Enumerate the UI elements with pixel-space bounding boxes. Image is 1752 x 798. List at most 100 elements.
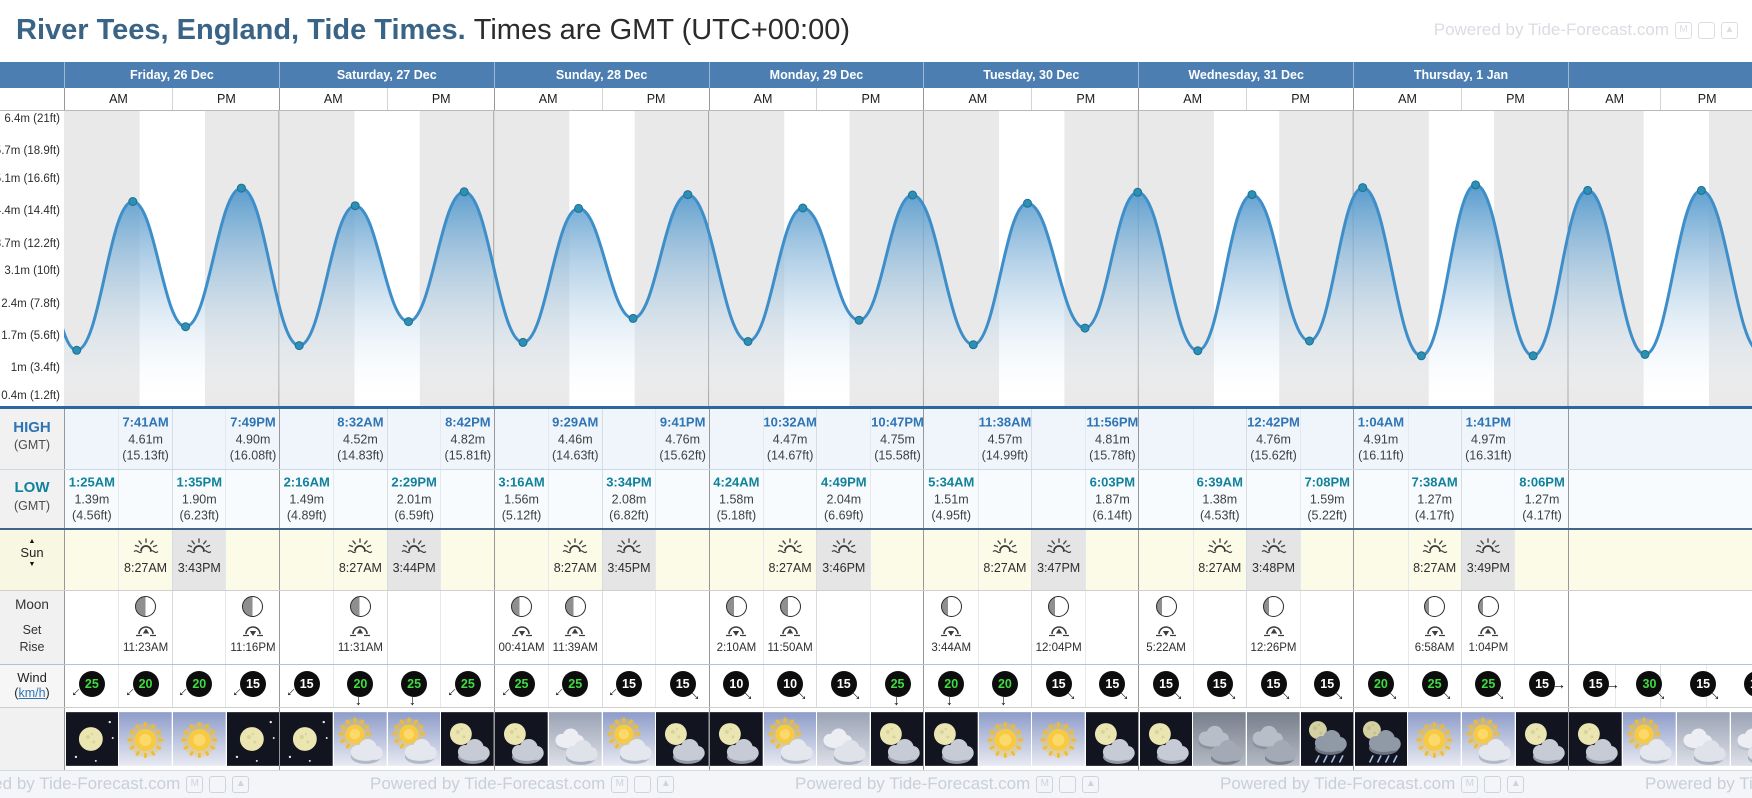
tide-height-m: 2.08m: [611, 492, 647, 507]
tide-height-m: 4.47m: [772, 432, 808, 447]
quarter-divider: [1084, 591, 1086, 664]
sunset-entry: 3:46PM: [799, 538, 889, 575]
quarter-divider: [548, 530, 550, 590]
wind-speed-badge: 15→: [228, 671, 266, 705]
tide-day-cell: 12:42PM 4.76m (15.62ft): [1138, 409, 1353, 469]
moon-set-entry: 3:44AM: [906, 596, 996, 655]
tide-high-entry: 8:32AM 4.52m (14.83ft): [306, 415, 414, 464]
quarter-divider: [601, 591, 603, 664]
sunrise-time: 8:27AM: [338, 560, 382, 575]
tide-time: 12:42PM: [1247, 414, 1300, 430]
moon-rise-entry: 1:04PM: [1443, 596, 1533, 655]
quarter-divider: [762, 409, 764, 469]
quarter-divider: [548, 591, 550, 664]
wind-direction-arrow: →: [550, 683, 572, 705]
moon-phase-icon: [1477, 596, 1499, 617]
sunset-entry: 3:49PM: [1443, 538, 1533, 575]
tide-time: 11:56PM: [1086, 414, 1139, 430]
wind-speed-badge: 25 →: [497, 671, 535, 705]
quarter-divider: [1192, 530, 1194, 590]
wind-speed-badge: 25 →: [401, 671, 428, 708]
wind-direction-arrow: →: [228, 683, 250, 705]
weather-day-cell: [64, 708, 280, 770]
tide-height-m: 4.46m: [557, 432, 593, 447]
sunset-icon: [1475, 538, 1501, 554]
watermark-text: Powered by Tide-Forecast.com: [1645, 774, 1752, 793]
sunrise-entry: 8:27AM: [530, 538, 620, 575]
quarter-divider: [1031, 470, 1033, 528]
wind-direction-arrow: →: [847, 683, 869, 705]
am-label: AM: [1605, 92, 1625, 106]
quarter-divider: [869, 665, 871, 707]
tide-time: 3:34PM: [606, 474, 652, 490]
sun-day-cell: 8:27AM 3:48PM: [1138, 530, 1353, 590]
quarter-divider: [333, 530, 335, 590]
tide-height-m: 1.38m: [1202, 492, 1238, 507]
quarter-divider: [977, 530, 979, 590]
ampm-gutter: [0, 88, 64, 110]
tide-high-entry: 11:38AM 4.57m (14.99ft): [951, 415, 1059, 464]
watermark-app-icon: M: [1675, 21, 1692, 39]
wind-speed-badge: 20 →: [991, 671, 1018, 708]
tide-day-cell: 1:04AM 4.91m (16.11ft) 1:41PM 4.97m (16.31ft): [1353, 409, 1568, 469]
tide-height-m: 1.27m: [1417, 492, 1452, 507]
moonset-icon: [242, 626, 263, 637]
moon-phase-icon: [1155, 596, 1177, 617]
quarter-divider: [171, 409, 173, 469]
wind-speed-badge: 10 →: [777, 671, 815, 705]
tide-height-ft: (5.22ft): [1307, 508, 1347, 523]
day-header-3: Sunday, 28 Dec: [493, 62, 709, 88]
sun-row-label: ▲ Sun ▼: [0, 538, 64, 569]
weather-cell: [978, 712, 1032, 766]
quarter-divider: [1246, 591, 1248, 664]
tide-height-ft: (14.83ft): [337, 448, 384, 463]
weather-clear-night-icon: [65, 712, 119, 766]
sunrise-icon: [562, 538, 588, 554]
watermark-store-icon: ▲: [1082, 775, 1100, 793]
tide-time: 8:32AM: [337, 414, 384, 430]
moon-set-entry: 00:41AM: [477, 596, 567, 655]
weather-cell: [548, 712, 602, 766]
moonrise-icon: [1478, 626, 1499, 637]
sunrise-time: 8:27AM: [768, 560, 812, 575]
weather-cell: [1623, 712, 1676, 766]
moon-rise-entry: 12:04PM: [1014, 596, 1104, 655]
tide-time: 1:25AM: [68, 474, 115, 490]
watermark-text: Powered by Tide-Forecast.com: [0, 774, 181, 793]
wind-unit-link[interactable]: km/h: [18, 686, 46, 700]
quarter-divider: [1299, 470, 1301, 528]
tide-time: 1:41PM: [1465, 414, 1512, 430]
watermark-share-icon: [634, 775, 652, 793]
quarter-divider: [762, 530, 764, 590]
wind-direction-arrow: →: [1330, 683, 1352, 705]
moon-set-time: 00:41AM: [498, 642, 545, 654]
weather-cell: [1408, 712, 1461, 766]
tide-day-cell: 7:41AM 4.61m (15.13ft) 7:49PM 4.90m (16.08ft): [64, 409, 279, 469]
am-label: AM: [323, 92, 343, 106]
tide-height-m: 1.27m: [1524, 492, 1560, 507]
quarter-divider: [1192, 470, 1194, 528]
sunset-entry: 3:48PM: [1229, 538, 1319, 575]
quarter-divider: [225, 409, 227, 469]
moon-rise-entry: 11:50AM: [745, 596, 835, 655]
moonrise-icon: [780, 626, 801, 637]
moon-phase-icon: [940, 596, 962, 617]
weather-sunny-icon: [1032, 712, 1085, 766]
moon-set-entry: 2:10AM: [691, 596, 781, 655]
sun-day-cell: 8:27AM 3:47PM: [923, 530, 1138, 590]
wind-speed-badge: 20 →: [1367, 671, 1406, 705]
moon-phase-icon: [511, 596, 533, 617]
tide-height-m: 4.75m: [880, 432, 915, 447]
tide-height-ft: (4.53ft): [1199, 508, 1240, 523]
weather-rain-night-icon: [1300, 712, 1354, 766]
moonset-icon: [1424, 626, 1445, 637]
watermark-tile: Powered by Tide-Forecast.com M ▲: [795, 774, 1100, 794]
watermark-text: Powered by Tide-Forecast.com: [370, 774, 606, 793]
tide-low-entry: 8:06PM 1.27m (4.17ft): [1488, 475, 1596, 524]
moon-rise-entry: 11:23AM: [101, 596, 191, 655]
wind-speed-badge: 15→: [1582, 671, 1620, 697]
moon-rise-time: 1:04PM: [1468, 642, 1509, 654]
tide-time: 6:03PM: [1089, 474, 1136, 490]
quarter-divider: [333, 409, 335, 469]
axis-tick-label: 3.7m (12.2ft): [0, 237, 60, 250]
